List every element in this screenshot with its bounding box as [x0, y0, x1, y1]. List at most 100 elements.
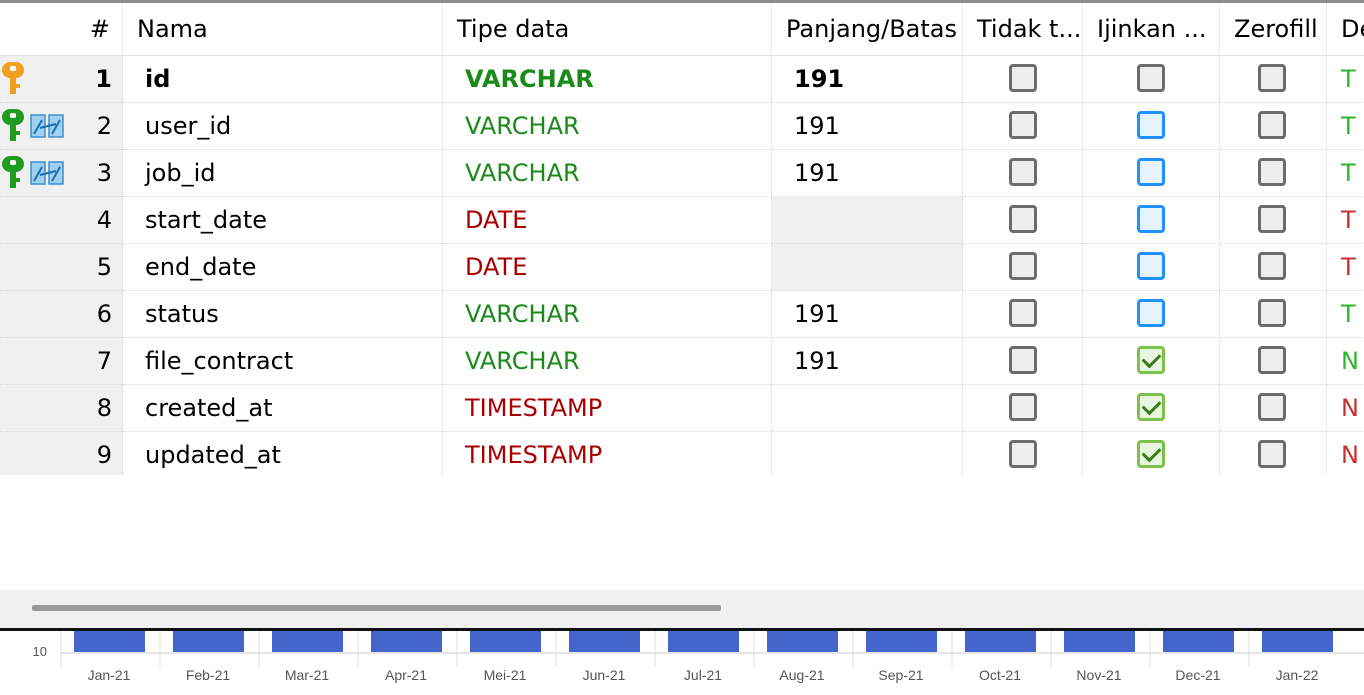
header-num[interactable]: #: [82, 3, 123, 56]
table-row[interactable]: 8 created_at TIMESTAMP N: [0, 385, 1364, 432]
zerofill-checkbox[interactable]: [1258, 158, 1286, 186]
column-name-cell[interactable]: updated_at: [123, 432, 443, 475]
data-type-cell[interactable]: DATE: [443, 197, 772, 244]
not-null-checkbox[interactable]: [1009, 158, 1037, 186]
x-tick-label: Feb-21: [186, 667, 231, 683]
default-cell[interactable]: T: [1327, 197, 1364, 244]
allow-null-checkbox[interactable]: [1137, 158, 1165, 186]
table-row[interactable]: 3 job_id VARCHAR 191 T: [0, 150, 1364, 197]
default-cell[interactable]: N: [1327, 385, 1364, 432]
header-zerofill[interactable]: Zerofill: [1220, 3, 1327, 56]
not-null-checkbox[interactable]: [1009, 393, 1037, 421]
column-name-cell[interactable]: file_contract: [123, 338, 443, 385]
chart-bar: [173, 631, 244, 652]
table-row[interactable]: 9 updated_at TIMESTAMP N: [0, 432, 1364, 475]
allow-null-cell: [1083, 56, 1220, 103]
not-null-cell: [963, 385, 1083, 432]
default-cell[interactable]: T: [1327, 103, 1364, 150]
column-name-cell[interactable]: end_date: [123, 244, 443, 291]
column-name-cell[interactable]: id: [123, 56, 443, 103]
data-type-cell[interactable]: VARCHAR: [443, 150, 772, 197]
column-name-cell[interactable]: start_date: [123, 197, 443, 244]
column-name-cell[interactable]: job_id: [123, 150, 443, 197]
default-cell[interactable]: N: [1327, 338, 1364, 385]
allow-null-cell: [1083, 291, 1220, 338]
zerofill-checkbox[interactable]: [1258, 299, 1286, 327]
not-null-checkbox[interactable]: [1009, 440, 1037, 468]
relation-icon: [30, 114, 64, 138]
not-null-checkbox[interactable]: [1009, 252, 1037, 280]
data-type-cell[interactable]: VARCHAR: [443, 338, 772, 385]
allow-null-checkbox[interactable]: [1137, 346, 1165, 374]
allow-null-cell: [1083, 150, 1220, 197]
not-null-checkbox[interactable]: [1009, 111, 1037, 139]
zerofill-checkbox[interactable]: [1258, 393, 1286, 421]
not-null-checkbox[interactable]: [1009, 64, 1037, 92]
allow-null-checkbox[interactable]: [1137, 393, 1165, 421]
row-number: 4: [82, 197, 123, 244]
allow-null-checkbox[interactable]: [1137, 252, 1165, 280]
chart-strip: 10 Jan-21 Feb-21 Mar-21 Apr-21 Mei-21 Jun-21 Ju…: [0, 628, 1364, 695]
horizontal-scrollbar[interactable]: [0, 590, 1364, 628]
default-cell[interactable]: T: [1327, 56, 1364, 103]
header-type[interactable]: Tipe data: [443, 3, 772, 56]
table-row[interactable]: 1 id VARCHAR 191 T: [0, 56, 1364, 103]
column-name-cell[interactable]: created_at: [123, 385, 443, 432]
column-name-cell[interactable]: user_id: [123, 103, 443, 150]
zerofill-checkbox[interactable]: [1258, 205, 1286, 233]
table-row[interactable]: 7 file_contract VARCHAR 191 N: [0, 338, 1364, 385]
zerofill-checkbox[interactable]: [1258, 346, 1286, 374]
header-length[interactable]: Panjang/Batas: [772, 3, 963, 56]
length-cell[interactable]: [772, 385, 963, 432]
not-null-checkbox[interactable]: [1009, 205, 1037, 233]
default-cell[interactable]: T: [1327, 150, 1364, 197]
header-default[interactable]: De: [1327, 3, 1364, 56]
data-type-cell[interactable]: DATE: [443, 244, 772, 291]
length-cell[interactable]: [772, 244, 963, 291]
header-allow-null[interactable]: Ijinkan ...: [1083, 3, 1220, 56]
data-type-cell[interactable]: TIMESTAMP: [443, 385, 772, 432]
header-name[interactable]: Nama: [123, 3, 443, 56]
allow-null-checkbox[interactable]: [1137, 64, 1165, 92]
columns-grid: # Nama Tipe data Panjang/Batas Tidak t..…: [0, 3, 1364, 475]
column-name-cell[interactable]: status: [123, 291, 443, 338]
length-cell[interactable]: [772, 432, 963, 475]
length-cell[interactable]: 191: [772, 291, 963, 338]
x-tick-label: Sep-21: [878, 667, 923, 683]
table-row[interactable]: 2 user_id VARCHAR 191 T: [0, 103, 1364, 150]
length-cell[interactable]: 191: [772, 150, 963, 197]
chart-bar: [668, 631, 739, 652]
allow-null-checkbox[interactable]: [1137, 299, 1165, 327]
allow-null-checkbox[interactable]: [1137, 440, 1165, 468]
data-type-cell[interactable]: TIMESTAMP: [443, 432, 772, 475]
not-null-checkbox[interactable]: [1009, 346, 1037, 374]
allow-null-cell: [1083, 103, 1220, 150]
default-cell[interactable]: N: [1327, 432, 1364, 475]
default-cell[interactable]: T: [1327, 291, 1364, 338]
data-type-cell[interactable]: VARCHAR: [443, 103, 772, 150]
zerofill-checkbox[interactable]: [1258, 64, 1286, 92]
data-type-cell[interactable]: VARCHAR: [443, 291, 772, 338]
zerofill-checkbox[interactable]: [1258, 252, 1286, 280]
length-cell[interactable]: 191: [772, 103, 963, 150]
x-tick-label: Jun-21: [583, 667, 626, 683]
allow-null-checkbox[interactable]: [1137, 205, 1165, 233]
chart-bar: [371, 631, 442, 652]
scrollbar-thumb[interactable]: [32, 605, 721, 611]
header-not-null[interactable]: Tidak t...: [963, 3, 1083, 56]
chart-bar: [1064, 631, 1135, 652]
allow-null-checkbox[interactable]: [1137, 111, 1165, 139]
zerofill-checkbox[interactable]: [1258, 111, 1286, 139]
data-type-cell[interactable]: VARCHAR: [443, 56, 772, 103]
default-cell[interactable]: T: [1327, 244, 1364, 291]
zerofill-checkbox[interactable]: [1258, 440, 1286, 468]
zerofill-cell: [1220, 103, 1327, 150]
length-cell[interactable]: [772, 197, 963, 244]
length-cell[interactable]: 191: [772, 56, 963, 103]
table-row[interactable]: 6 status VARCHAR 191 T: [0, 291, 1364, 338]
table-row[interactable]: 5 end_date DATE T: [0, 244, 1364, 291]
not-null-checkbox[interactable]: [1009, 299, 1037, 327]
table-row[interactable]: 4 start_date DATE T: [0, 197, 1364, 244]
chart-bar: [74, 631, 145, 652]
length-cell[interactable]: 191: [772, 338, 963, 385]
